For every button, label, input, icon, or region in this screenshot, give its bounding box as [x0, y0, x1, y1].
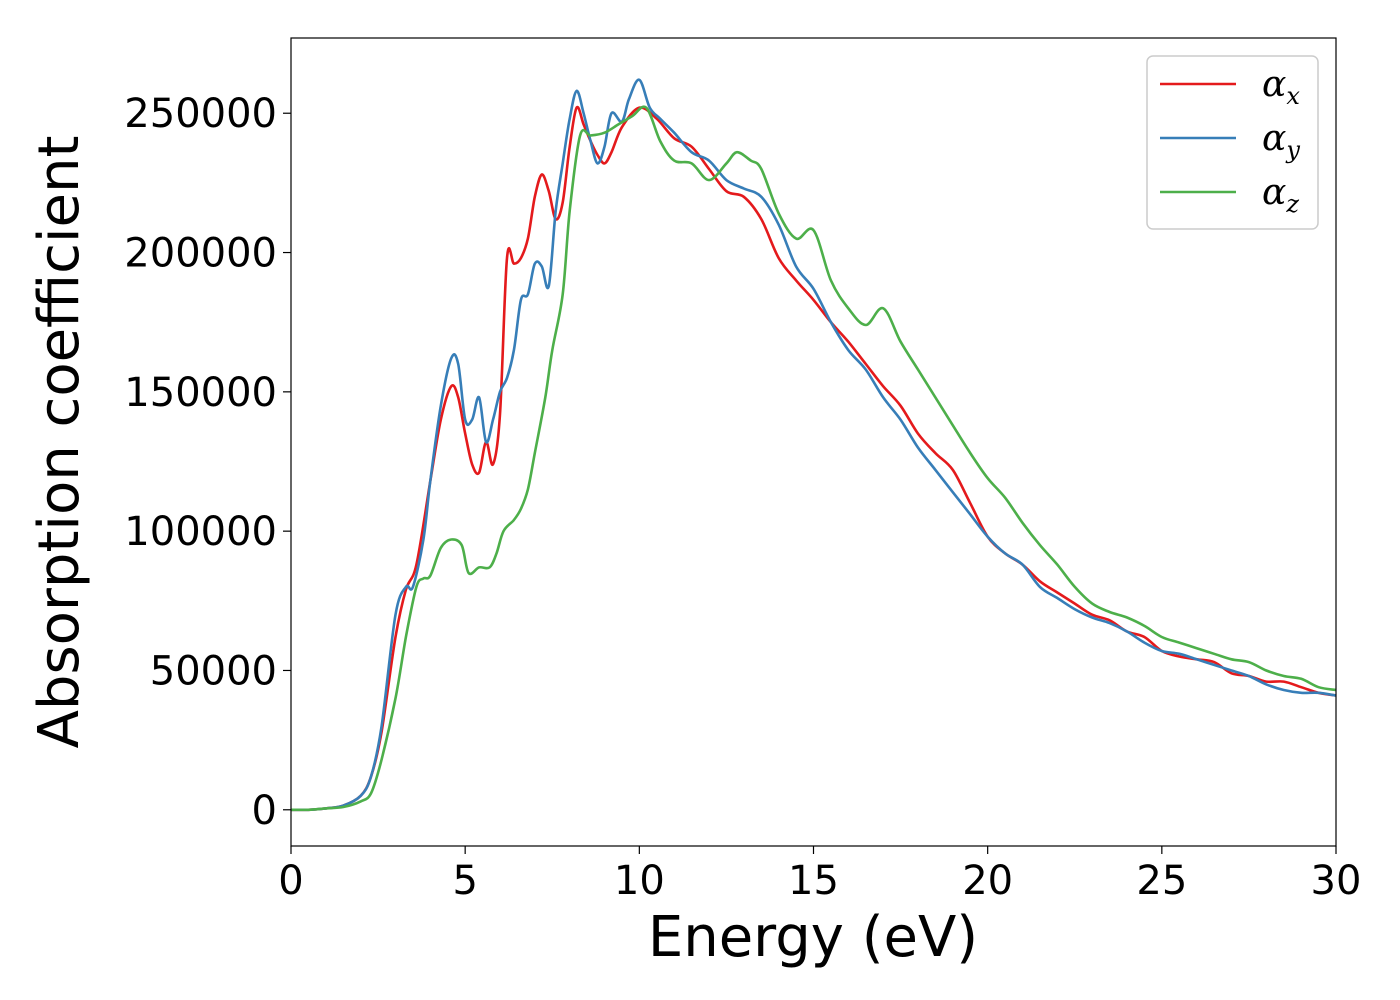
y-tick-label: 100000: [124, 509, 277, 555]
y-tick-label: 50000: [150, 648, 277, 694]
series-line-x: [290, 105, 1337, 812]
y-axis-title: Absorption coefficient: [27, 136, 92, 749]
series-line-z: [290, 105, 1337, 812]
x-tick-label: 30: [1311, 858, 1362, 904]
legend-label-z: αz: [1262, 172, 1299, 218]
y-axis-ticks: 0 50000 100000 150000 200000 250000: [124, 91, 291, 834]
legend-label-y: αy: [1262, 118, 1300, 164]
x-tick-label: 25: [1136, 858, 1187, 904]
legend: αx αy αz: [1146, 55, 1319, 230]
x-tick-label: 20: [962, 858, 1013, 904]
y-tick-label: 250000: [124, 91, 277, 137]
series-line-y: [290, 78, 1337, 812]
series-layer: [290, 78, 1337, 812]
y-tick-label: 200000: [124, 231, 277, 277]
y-tick-label: 150000: [124, 370, 277, 416]
x-tick-label: 15: [788, 858, 839, 904]
x-tick-label: 5: [452, 858, 477, 904]
x-tick-label: 0: [278, 858, 303, 904]
x-axis-title: Energy (eV): [648, 905, 978, 970]
legend-box: [1146, 55, 1319, 230]
x-tick-label: 10: [614, 858, 665, 904]
y-tick-label: 0: [252, 788, 277, 834]
x-axis-ticks: 0 5 10 15 20 25 30: [278, 846, 1361, 904]
legend-label-x: αx: [1262, 64, 1300, 110]
